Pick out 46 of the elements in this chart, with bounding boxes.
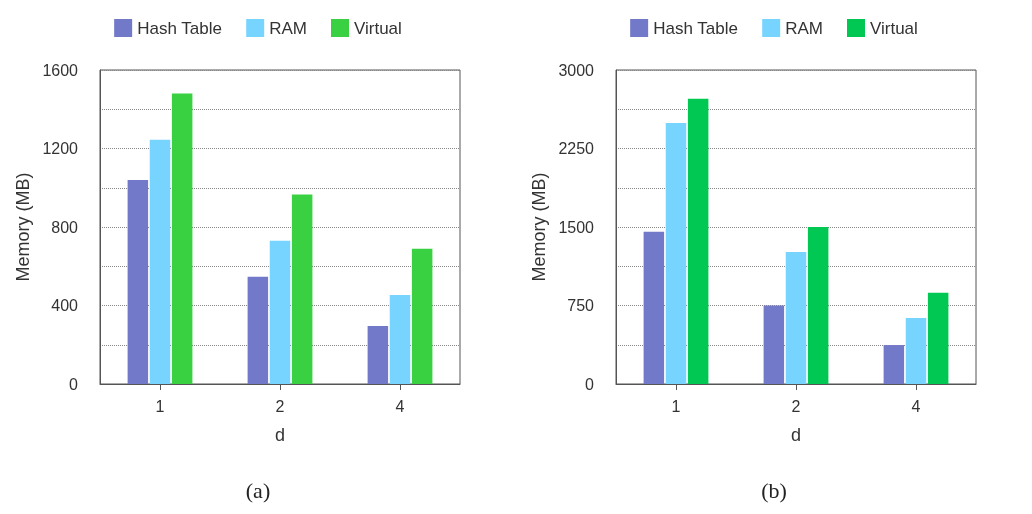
y-axis-title: Memory (MB) (12, 172, 33, 282)
x-tick-label: 1 (671, 397, 681, 415)
text: (a) (245, 477, 271, 503)
bar (807, 227, 829, 384)
y-tick-label: 750 (567, 297, 595, 314)
bar (643, 231, 665, 384)
y-tick-label: 800 (51, 218, 79, 236)
legend-label: RAM (269, 18, 307, 38)
legend-label: RAM (785, 18, 823, 38)
legend-label: Virtual (869, 18, 918, 38)
bar (905, 318, 927, 384)
y-tick-label: 1200 (42, 140, 79, 157)
legend-label: Hash Table (137, 18, 222, 38)
y-tick-label: 0 (69, 375, 79, 393)
x-tick-label: 4 (911, 397, 921, 415)
x-tick-label: 4 (395, 397, 405, 415)
bar (927, 292, 949, 384)
bar (149, 139, 171, 384)
bar (127, 179, 149, 384)
x-axis-title: d (274, 425, 286, 445)
legend-label: Virtual (353, 18, 402, 38)
text: (b) (761, 477, 787, 503)
bar (687, 98, 709, 384)
x-tick-label: 2 (791, 397, 801, 415)
bar (171, 93, 193, 384)
y-tick-label: 3000 (558, 61, 595, 79)
bar (785, 252, 807, 384)
y-tick-label: 400 (51, 297, 79, 314)
bar (269, 240, 291, 384)
y-tick-label: 2250 (558, 140, 595, 157)
bar (389, 294, 411, 384)
y-tick-label: 1600 (42, 61, 79, 79)
bar (291, 194, 313, 384)
y-axis-title: Memory (MB) (528, 172, 549, 282)
bar (883, 345, 905, 384)
y-tick-label: 1500 (558, 218, 595, 236)
x-tick-label: 1 (155, 397, 165, 415)
x-tick-label: 2 (275, 397, 285, 415)
legend-label: Hash Table (653, 18, 738, 38)
bar (247, 276, 269, 384)
bar (367, 325, 389, 384)
bar (411, 248, 433, 384)
x-axis-title: d (790, 425, 802, 445)
bar (763, 305, 785, 384)
y-tick-label: 0 (585, 375, 595, 393)
bar (665, 123, 687, 384)
